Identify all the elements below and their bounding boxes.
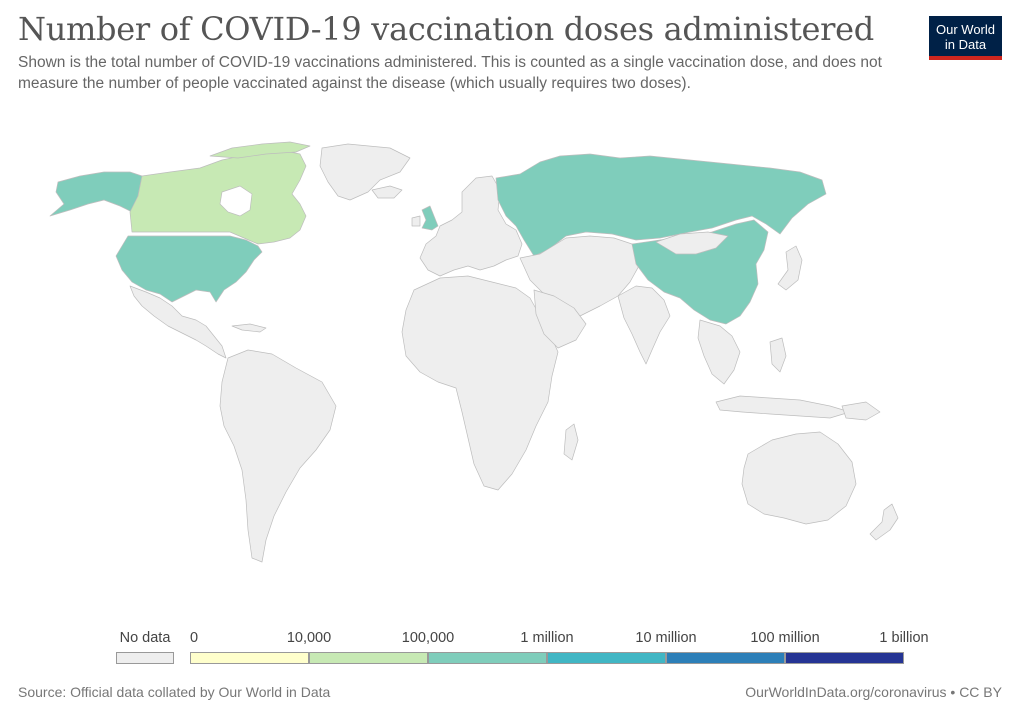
continent-africa[interactable] <box>401 275 559 491</box>
legend-swatch-1[interactable] <box>309 652 428 664</box>
logo-line-2: in Data <box>944 37 987 52</box>
logo-line-1: Our World <box>936 22 995 37</box>
country-madagascar[interactable] <box>563 423 579 461</box>
country-iceland[interactable] <box>371 185 403 199</box>
owid-logo[interactable]: Our World in Data <box>929 16 1002 60</box>
country-greenland[interactable] <box>319 143 411 201</box>
legend-tick-label-end: 1 billion <box>879 630 929 646</box>
legend-swatch-2[interactable] <box>428 652 547 664</box>
legend-tick-label-4: 10 million <box>635 630 697 646</box>
country-usa-alaska[interactable] <box>49 171 143 217</box>
legend-swatch-3[interactable] <box>547 652 666 664</box>
region-arabian-peninsula[interactable] <box>533 289 587 349</box>
chart-title: Number of COVID-19 vaccination doses adm… <box>18 10 874 48</box>
country-ireland[interactable] <box>411 215 421 227</box>
region-southeast-asia[interactable] <box>697 319 741 385</box>
country-new-zealand[interactable] <box>869 503 899 541</box>
legend-tick-label-1: 10,000 <box>286 630 332 646</box>
country-indonesia[interactable] <box>715 395 851 419</box>
legend-no-data-label: No data <box>119 630 171 646</box>
color-legend: No data 0 10,000 100,000 1 million 10 millio… <box>0 628 1020 668</box>
legend-tick-label-2: 100,000 <box>401 630 455 646</box>
country-canada[interactable] <box>129 149 307 245</box>
legend-swatch-5[interactable] <box>785 652 904 664</box>
country-japan[interactable] <box>777 245 803 291</box>
country-papua-new-guinea[interactable] <box>841 401 881 421</box>
credit-link[interactable]: OurWorldInData.org/coronavirus • CC BY <box>745 684 1002 700</box>
world-map-svg[interactable] <box>0 120 1020 620</box>
country-usa[interactable] <box>115 235 263 303</box>
chart-subtitle: Shown is the total number of COVID-19 va… <box>18 54 882 92</box>
world-map[interactable] <box>0 120 1020 620</box>
legend-swatch-0[interactable] <box>190 652 309 664</box>
country-mexico[interactable] <box>129 285 227 359</box>
legend-no-data-swatch[interactable] <box>116 652 174 664</box>
continent-south-america[interactable] <box>219 349 337 563</box>
country-mongolia[interactable] <box>655 231 729 255</box>
country-united-kingdom[interactable] <box>421 205 439 231</box>
legend-tick-label-3: 1 million <box>520 630 574 646</box>
legend-tick-label-0: 0 <box>189 630 199 646</box>
hudson-bay <box>219 185 253 217</box>
source-note[interactable]: Source: Official data collated by Our Wo… <box>18 684 331 700</box>
legend-tick-label-5: 100 million <box>750 630 820 646</box>
country-india[interactable] <box>617 285 671 365</box>
legend-swatch-4[interactable] <box>666 652 785 664</box>
country-caribbean[interactable] <box>231 323 267 333</box>
country-canada-arctic[interactable] <box>209 141 311 159</box>
country-philippines[interactable] <box>769 337 787 373</box>
continent-europe[interactable] <box>419 175 523 277</box>
country-australia[interactable] <box>741 431 857 525</box>
